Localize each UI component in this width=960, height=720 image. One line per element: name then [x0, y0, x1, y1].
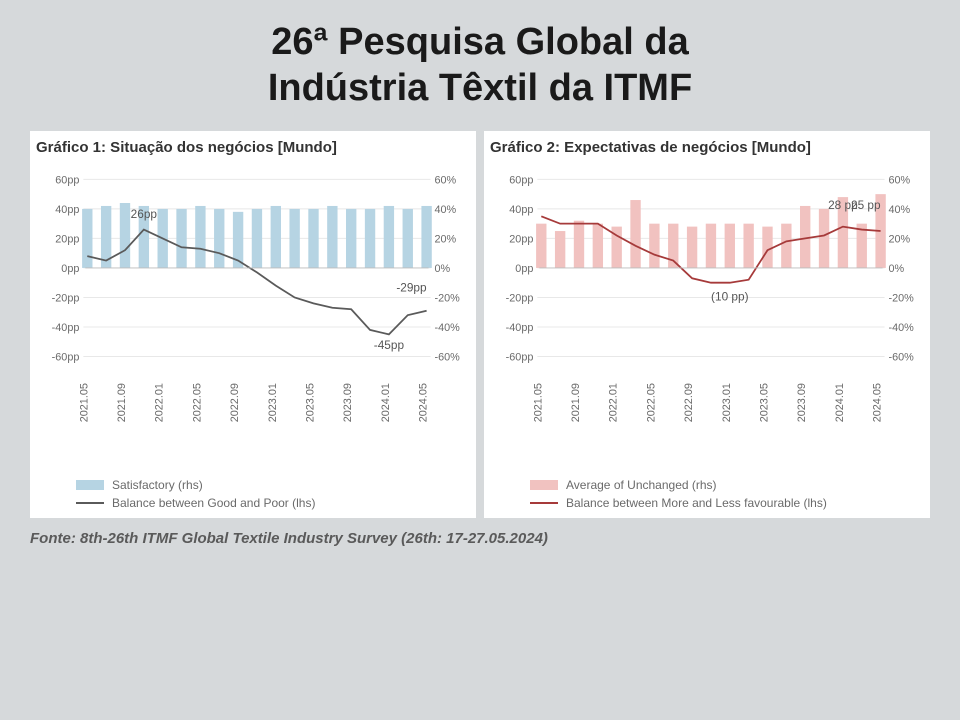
svg-text:-20%: -20% — [888, 293, 914, 305]
svg-text:60%: 60% — [888, 175, 910, 187]
svg-text:2023.01: 2023.01 — [721, 383, 733, 422]
page-title: 26ª Pesquisa Global da Indústria Têxtil … — [0, 0, 960, 111]
svg-text:60pp: 60pp — [55, 175, 79, 187]
chart-2-legend-line: Balance between More and Less favourable… — [530, 494, 916, 512]
svg-text:-29pp: -29pp — [396, 281, 427, 295]
svg-text:20pp: 20pp — [509, 234, 533, 246]
svg-text:0pp: 0pp — [515, 263, 533, 275]
svg-text:-40%: -40% — [434, 322, 460, 334]
svg-text:2022.05: 2022.05 — [191, 383, 203, 422]
svg-text:40pp: 40pp — [55, 204, 79, 216]
svg-text:2021.05: 2021.05 — [532, 383, 544, 422]
svg-text:-60pp: -60pp — [52, 352, 80, 364]
svg-text:2021.09: 2021.09 — [570, 383, 582, 422]
chart-2-title: Gráfico 2: Expectativas de negócios [Mun… — [490, 139, 924, 156]
svg-text:2022.01: 2022.01 — [608, 383, 620, 422]
svg-text:2022.09: 2022.09 — [229, 383, 241, 422]
svg-text:2023.09: 2023.09 — [342, 383, 354, 422]
svg-text:-40pp: -40pp — [506, 322, 534, 334]
chart-1-svg: -60pp -40pp -20pp 0pp 20pp 40pp 60pp -60% -40% -2… — [36, 162, 470, 472]
title-line-1: 26ª Pesquisa Global da — [0, 20, 960, 66]
svg-text:2022.09: 2022.09 — [683, 383, 695, 422]
chart-2-legend-bar: Average of Unchanged (rhs) — [530, 476, 916, 494]
svg-text:2024.01: 2024.01 — [834, 383, 846, 422]
svg-text:60%: 60% — [434, 175, 456, 187]
svg-text:-40pp: -40pp — [52, 322, 80, 334]
svg-text:0%: 0% — [888, 263, 904, 275]
svg-text:-40%: -40% — [888, 322, 914, 334]
legend-swatch-line — [530, 502, 558, 504]
svg-text:-60%: -60% — [888, 352, 914, 364]
svg-text:2023.09: 2023.09 — [796, 383, 808, 422]
legend-swatch-bar — [530, 480, 558, 490]
svg-text:20%: 20% — [434, 234, 456, 246]
svg-text:-20pp: -20pp — [506, 293, 534, 305]
charts-row: Gráfico 1: Situação dos negócios [Mundo]… — [0, 111, 960, 522]
svg-text:0%: 0% — [434, 263, 450, 275]
chart-2-panel: Gráfico 2: Expectativas de negócios [Mun… — [484, 131, 930, 518]
svg-text:60pp: 60pp — [509, 175, 533, 187]
svg-text:40%: 40% — [434, 204, 456, 216]
chart-1-legend-line: Balance between Good and Poor (lhs) — [76, 494, 462, 512]
svg-text:40pp: 40pp — [509, 204, 533, 216]
svg-text:-20pp: -20pp — [52, 293, 80, 305]
svg-text:2021.09: 2021.09 — [116, 383, 128, 422]
title-line-2: Indústria Têxtil da ITMF — [0, 66, 960, 112]
svg-text:2023.05: 2023.05 — [758, 383, 770, 422]
svg-text:-45pp: -45pp — [374, 338, 405, 352]
svg-text:-60pp: -60pp — [506, 352, 534, 364]
chart-1-legend: Satisfactory (rhs) Balance between Good … — [36, 472, 470, 512]
svg-text:-60%: -60% — [434, 352, 460, 364]
legend-swatch-line — [76, 502, 104, 504]
svg-text:25 pp: 25 pp — [851, 198, 881, 212]
chart-1-legend-bar: Satisfactory (rhs) — [76, 476, 462, 494]
chart-1-panel: Gráfico 1: Situação dos negócios [Mundo]… — [30, 131, 476, 518]
svg-text:2023.05: 2023.05 — [304, 383, 316, 422]
svg-text:20pp: 20pp — [55, 234, 79, 246]
svg-text:2024.01: 2024.01 — [380, 383, 392, 422]
svg-text:(10 pp): (10 pp) — [711, 290, 749, 304]
chart-2-svg: -60pp -40pp -20pp 0pp 20pp 40pp 60pp -60% -40% -2… — [490, 162, 924, 472]
svg-text:0pp: 0pp — [61, 263, 79, 275]
chart-2-legend: Average of Unchanged (rhs) Balance betwe… — [490, 472, 924, 512]
svg-text:-20%: -20% — [434, 293, 460, 305]
svg-text:40%: 40% — [888, 204, 910, 216]
svg-text:2021.05: 2021.05 — [78, 383, 90, 422]
legend-bar-label: Satisfactory (rhs) — [112, 476, 203, 494]
svg-text:20%: 20% — [888, 234, 910, 246]
svg-text:2022.05: 2022.05 — [645, 383, 657, 422]
svg-text:2022.01: 2022.01 — [154, 383, 166, 422]
chart-1-title: Gráfico 1: Situação dos negócios [Mundo] — [36, 139, 470, 156]
svg-text:26pp: 26pp — [131, 207, 158, 221]
legend-line-label: Balance between More and Less favourable… — [566, 494, 827, 512]
legend-swatch-bar — [76, 480, 104, 490]
source-text: Fonte: 8th-26th ITMF Global Textile Indu… — [0, 522, 960, 547]
svg-text:2024.05: 2024.05 — [872, 383, 884, 422]
svg-text:2023.01: 2023.01 — [267, 383, 279, 422]
svg-text:2024.05: 2024.05 — [418, 383, 430, 422]
legend-line-label: Balance between Good and Poor (lhs) — [112, 494, 315, 512]
legend-bar-label: Average of Unchanged (rhs) — [566, 476, 717, 494]
